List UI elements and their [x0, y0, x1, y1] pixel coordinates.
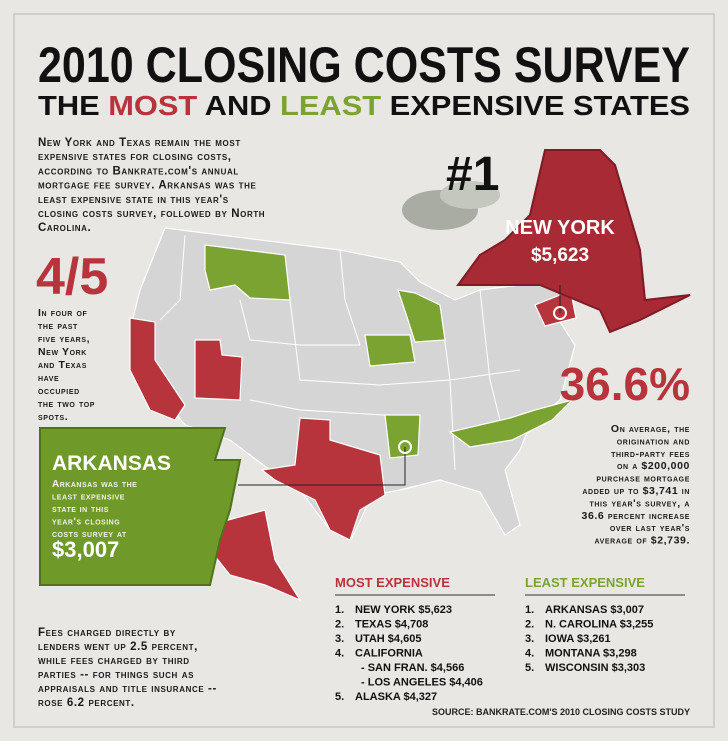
montana [204, 244, 291, 301]
rank-badge: #1 [446, 148, 499, 201]
intro-line: least expensive state in this year's [38, 194, 229, 206]
source: SOURCE: BANKRATE.COM'S 2010 CLOSING COST… [432, 707, 690, 717]
arkansas-cost: $3,007 [52, 537, 119, 562]
increase-line: origination and [617, 435, 690, 447]
title: 2010 CLOSING COSTS SURVEY [38, 37, 690, 93]
streak-line: spots. [38, 411, 68, 423]
streak-line: the two top [38, 398, 95, 410]
increase-line: third-party fees [611, 448, 690, 460]
utah [194, 339, 243, 401]
streak-line: the past [38, 320, 78, 332]
border [479, 289, 501, 421]
subtitle-word: LEAST [280, 90, 381, 121]
border [289, 299, 521, 386]
intro-line: New York and Texas remain the most [38, 137, 241, 149]
increase-line: On average, the [611, 423, 690, 435]
fees-line: Fees charged directly by [38, 627, 176, 639]
subtitle-word: AND [205, 90, 272, 121]
increase-line: average of $2,739. [595, 535, 691, 547]
arkansas-line: least expensive [52, 492, 125, 503]
list-rank: 4. [525, 648, 534, 660]
intro-line: expensive states for closing costs, [38, 151, 232, 163]
border [159, 234, 186, 321]
subtitle-word: THE [38, 90, 100, 121]
list-item: ALASKA $4,327 [355, 691, 437, 703]
list-rank: 3. [525, 633, 534, 645]
pointer-line [238, 447, 406, 486]
intro-line: closing costs survey, followed by North [38, 208, 265, 220]
list-item: TEXAS $4,708 [355, 619, 428, 631]
list-rank: 2. [525, 619, 534, 631]
fees-line: while fees charged by third [38, 655, 190, 667]
border [339, 249, 361, 346]
fees-line: appraisals and title insurance -- [38, 683, 217, 695]
list-item: ARKANSAS $3,007 [545, 604, 644, 616]
list-item: NEW YORK $5,623 [355, 604, 452, 616]
state-borders [159, 234, 521, 471]
increase-line: on a $200,000 [617, 460, 690, 472]
list-rank: 3. [335, 633, 344, 645]
streak-line: In four of [38, 307, 87, 319]
list-item: WISCONSIN $3,303 [545, 662, 645, 674]
arkansas-name: ARKANSAS [52, 452, 171, 475]
most-heading: MOST EXPENSIVE [335, 575, 450, 590]
streak-line: occupied [38, 385, 80, 397]
arkansas-line: costs survey at [52, 529, 127, 540]
list-item: N. CAROLINA $3,255 [545, 619, 653, 631]
increase-line: purchase mortgage [596, 473, 690, 485]
fees-line: rose 6.2 percent. [38, 697, 135, 709]
intro-line: mortgage fee survey. Arkansas was the [38, 180, 257, 192]
streak-line: five years, [38, 333, 90, 345]
increase-line: this year's survey, a [589, 497, 690, 509]
subtitle-word: MOST [108, 90, 197, 121]
fees-line: parties -- for things such as [38, 669, 194, 681]
target-icon [553, 306, 567, 320]
increase-stat: 36.6% [560, 358, 690, 410]
new-york-cost: $5,623 [531, 245, 589, 266]
north-carolina [448, 398, 575, 448]
money-pile [440, 181, 500, 209]
arkansas-line: year's closing [52, 517, 120, 528]
streak-line: New York [38, 346, 87, 358]
list-item: UTAH $4,605 [355, 633, 421, 645]
increase-line: added up to $3,741 in [582, 485, 690, 497]
streak-line: have [38, 372, 59, 384]
arkansas-callout [39, 427, 242, 586]
new-york-name: NEW YORK [505, 217, 615, 239]
list-rank: 2. [335, 619, 344, 631]
list-rank: 4. [335, 648, 344, 660]
arkansas-line: Arkansas was the [52, 479, 137, 490]
increase-line: 36.6 percent increase [582, 510, 691, 522]
california [129, 317, 186, 421]
arkansas-line: state in this [52, 504, 109, 515]
subtitle-word: EXPENSIVE STATES [390, 90, 690, 121]
new-york-callout [456, 149, 691, 334]
border [239, 299, 360, 346]
target-icon [398, 440, 412, 454]
list-rank: 5. [335, 691, 344, 703]
texas [260, 417, 386, 541]
least-heading: LEAST EXPENSIVE [525, 575, 645, 590]
fees-line: lenders went up 2.5 percent, [38, 641, 198, 653]
iowa [364, 334, 416, 367]
list-item: IOWA $3,261 [545, 633, 611, 645]
list-item: CALIFORNIA [355, 648, 423, 660]
intro-line: Carolina. [38, 222, 91, 234]
subtitle: THE MOST AND LEAST EXPENSIVE STATES [38, 90, 690, 121]
list-subitem: - SAN FRAN. $4,566 [361, 662, 464, 674]
list-rank: 5. [525, 662, 534, 674]
wisconsin [397, 289, 446, 343]
list-rank: 1. [335, 604, 344, 616]
list-item: MONTANA $3,298 [545, 648, 637, 660]
intro-line: according to Bankrate.com's annual [38, 165, 239, 177]
border [249, 399, 386, 416]
list-subitem: - LOS ANGELES $4,406 [361, 677, 483, 689]
streak-stat: 4/5 [36, 248, 108, 306]
streak-line: and Texas [38, 359, 87, 371]
frame [13, 13, 715, 728]
list-rank: 1. [525, 604, 534, 616]
increase-line: over last year's [610, 522, 690, 534]
